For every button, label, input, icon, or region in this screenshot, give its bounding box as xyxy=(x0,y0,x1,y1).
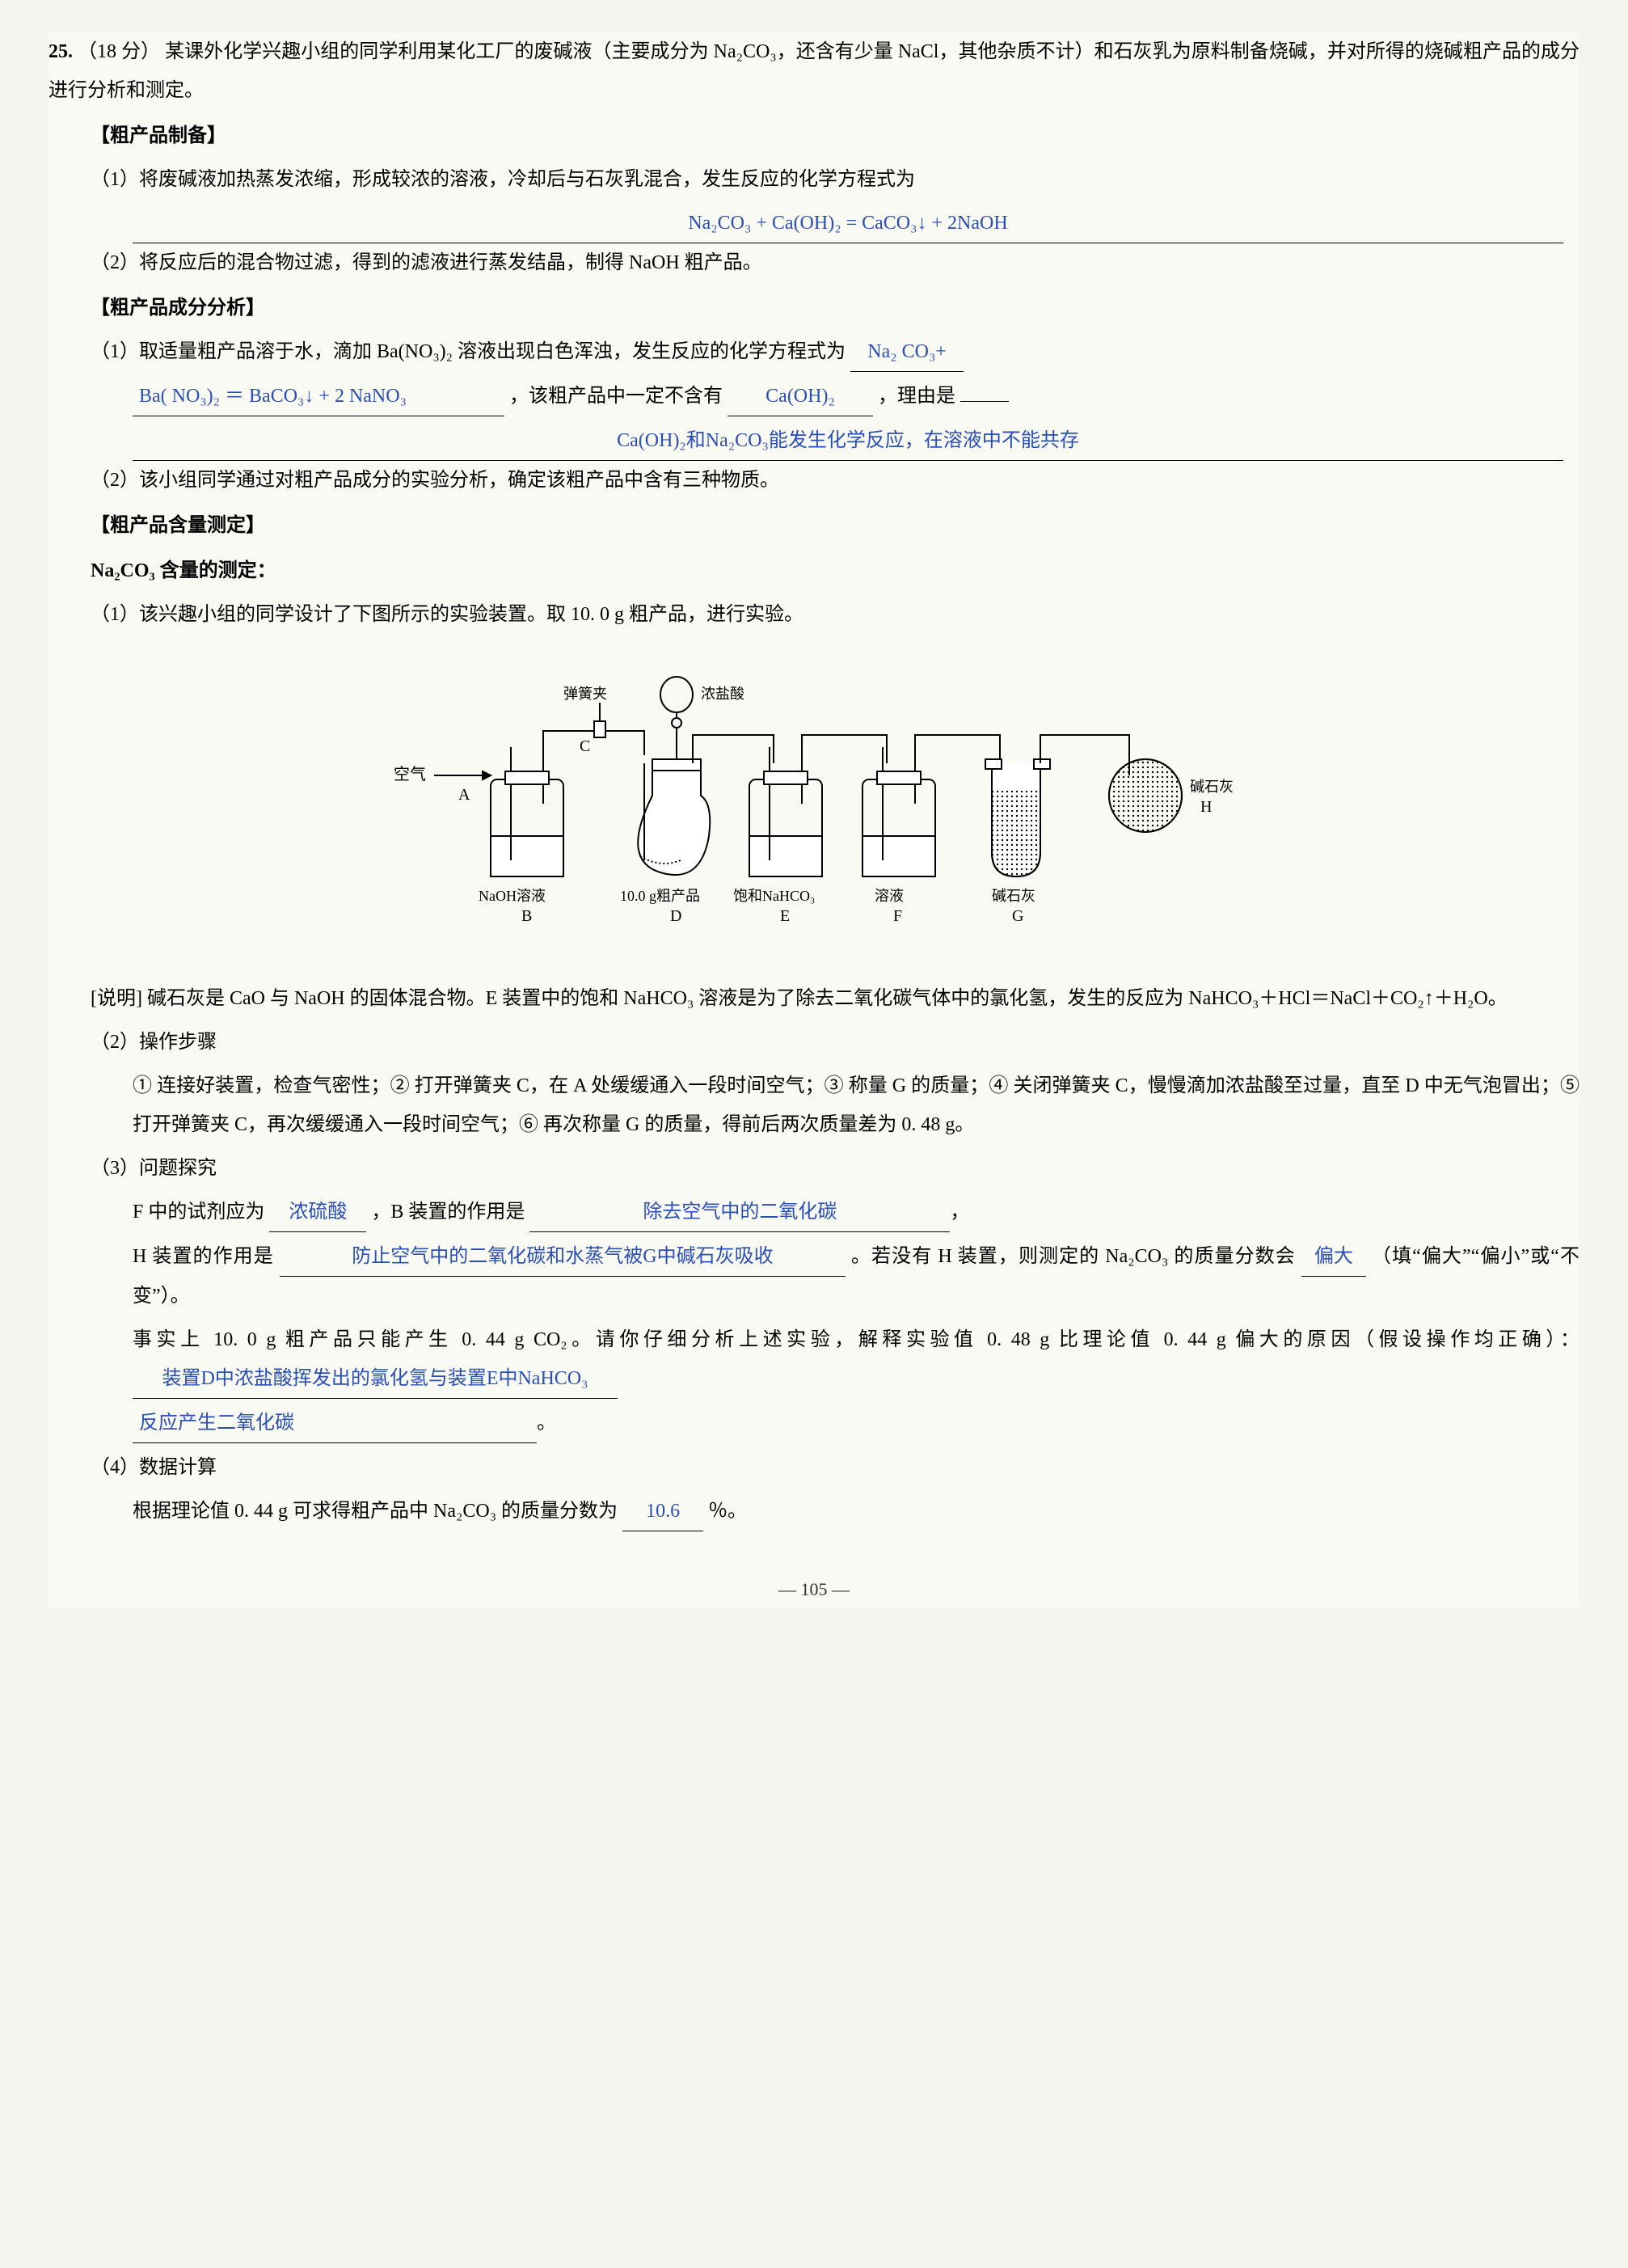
label-B: B xyxy=(521,907,532,925)
ans-reason-blank-2: 反应产生二氧化碳 xyxy=(133,1404,537,1443)
sec1-item1-text: （1）将废碱液加热蒸发浓缩，形成较浓的溶液，冷却后与石灰乳混合，发生反应的化学方… xyxy=(91,169,915,190)
sec3-item4-head: （4）数据计算 xyxy=(49,1448,1579,1487)
sec1-item1: （1）将废碱液加热蒸发浓缩，形成较浓的溶液，冷却后与石灰乳混合，发生反应的化学方… xyxy=(49,160,1579,199)
ans-pct-blank: 10.6 xyxy=(622,1492,703,1531)
sec3-item2-body: ① 连接好装置，检查气密性；② 打开弹簧夹 C，在 A 处缓缓通入一段时间空气；… xyxy=(49,1066,1579,1144)
sec3-note: [说明] 碱石灰是 CaO 与 NaOH 的固体混合物。E 装置中的饱和 NaH… xyxy=(49,979,1579,1018)
sec3-item3b: ，B 装置的作用是 xyxy=(371,1202,525,1223)
label-H-top: 碱石灰 xyxy=(1190,779,1234,795)
label-spring: 弹簧夹 xyxy=(563,686,607,702)
sec2-ans3-blank: Ca(OH)₂和Na₂CO₃能发生化学反应，在溶液中不能共存 xyxy=(133,421,1563,461)
ans-B-blank: 除去空气中的二氧化碳 xyxy=(529,1193,950,1232)
ans-F-blank: 浓硫酸 xyxy=(269,1193,366,1232)
sec3-item3-line3: 事实上 10. 0 g 粗产品只能产生 0. 44 g CO₂。请你仔细分析上述… xyxy=(49,1320,1579,1399)
sec3-item3d: 。若没有 H 装置，则测定的 Na₂CO₃ 的质量分数会 xyxy=(851,1246,1296,1267)
sec3-item3-line2: H 装置的作用是 防止空气中的二氧化碳和水蒸气被G中碱石灰吸收 。若没有 H 装… xyxy=(49,1237,1579,1316)
sec2-item1c: ，理由是 xyxy=(878,386,955,407)
label-B-top: NaOH溶液 xyxy=(479,888,546,904)
section3-subtitle: Na₂CO₃ 含量的测定： xyxy=(49,551,1579,590)
sec3-item4b: ％。 xyxy=(708,1501,747,1522)
sec3-item3-line1: F 中的试剂应为 浓硫酸 ，B 装置的作用是 除去空气中的二氧化碳， xyxy=(49,1193,1579,1232)
question-number: 25. xyxy=(49,41,73,62)
sec2-ans1a-blank: Na₂ CO₃+ xyxy=(850,332,964,372)
sec3-item3-line4: 反应产生二氧化碳。 xyxy=(49,1404,1579,1443)
apparatus-diagram: 空气 A NaOH溶液 B 弹簧夹 xyxy=(49,658,1579,963)
label-D-top: 10.0 g粗产品 xyxy=(620,888,700,904)
ans-reason-blank-1: 装置D中浓盐酸挥发出的氯化氢与装置E中NaHCO₃ xyxy=(133,1359,618,1399)
label-acid: 浓盐酸 xyxy=(701,686,744,702)
section3-title: 【粗产品含量测定】 xyxy=(49,506,1579,545)
ans-H-blank: 防止空气中的二氧化碳和水蒸气被G中碱石灰吸收 xyxy=(280,1237,846,1277)
label-air: 空气 xyxy=(394,765,426,783)
sec3-item4-line: 根据理论值 0. 44 g 可求得粗产品中 Na₂CO₃ 的质量分数为 10.6… xyxy=(49,1492,1579,1531)
sec2-trailing-blank xyxy=(960,401,1009,402)
label-H: H xyxy=(1200,798,1212,816)
sec3-item3c: H 装置的作用是 xyxy=(133,1246,274,1267)
sec2-item1b: ，该粗产品中一定不含有 xyxy=(509,386,723,407)
ans-bias-blank: 偏大 xyxy=(1301,1237,1366,1277)
sec3-item2-head: （2）操作步骤 xyxy=(49,1023,1579,1062)
label-C: C xyxy=(580,737,590,755)
apparatus-svg: 空气 A NaOH溶液 B 弹簧夹 xyxy=(369,658,1259,949)
sec3-item3f: 事实上 10. 0 g 粗产品只能产生 0. 44 g CO₂。请你仔细分析上述… xyxy=(133,1329,1579,1350)
sec1-item2: （2）将反应后的混合物过滤，得到的滤液进行蒸发结晶，制得 NaOH 粗产品。 xyxy=(49,243,1579,282)
label-G-top: 碱石灰 xyxy=(992,888,1035,904)
sec2-item2: （2）该小组同学通过对粗产品成分的实验分析，确定该粗产品中含有三种物质。 xyxy=(49,461,1579,500)
sec3-item4a: 根据理论值 0. 44 g 可求得粗产品中 Na₂CO₃ 的质量分数为 xyxy=(133,1501,618,1522)
page-number: — 105 — xyxy=(49,1572,1579,1607)
sec3-item3a: F 中的试剂应为 xyxy=(133,1202,264,1223)
page: 25. （18 分） 某课外化学兴趣小组的同学利用某化工厂的废碱液（主要成分为 … xyxy=(49,32,1579,1607)
label-E-top: 饱和NaHCO₃ xyxy=(733,888,815,904)
sec1-ans1-blank: Na₂CO₃ + Ca(OH)₂ = CaCO₃↓ + 2NaOH xyxy=(133,204,1563,243)
section1-title: 【粗产品制备】 xyxy=(49,116,1579,155)
label-E: E xyxy=(780,907,790,925)
label-A: A xyxy=(458,786,470,804)
label-G: G xyxy=(1012,907,1023,925)
sec2-item1-line1: （1）取适量粗产品溶于水，滴加 Ba(NO₃)₂ 溶液出现白色浑浊，发生反应的化… xyxy=(49,332,1579,372)
sec2-item1-line2: Ba( NO₃)₂ ＝ BaCO₃↓ + 2 NaNO₃ ，该粗产品中一定不含有… xyxy=(49,377,1579,416)
label-D: D xyxy=(670,907,681,925)
label-F-top: 溶液 xyxy=(875,888,904,904)
sec3-item3-head: （3）问题探究 xyxy=(49,1149,1579,1188)
question-points: （18 分） xyxy=(78,41,160,62)
sec3-item1: （1）该兴趣小组的同学设计了下图所示的实验装置。取 10. 0 g 粗产品，进行… xyxy=(49,595,1579,634)
sec2-ans1b-blank: Ba( NO₃)₂ ＝ BaCO₃↓ + 2 NaNO₃ xyxy=(133,377,504,416)
sec2-ans2-blank: Ca(OH)₂ xyxy=(728,377,873,416)
question-stem: 25. （18 分） 某课外化学兴趣小组的同学利用某化工厂的废碱液（主要成分为 … xyxy=(49,32,1579,110)
label-F: F xyxy=(893,907,902,925)
sec2-item1a: （1）取适量粗产品溶于水，滴加 Ba(NO₃)₂ 溶液出现白色浑浊，发生反应的化… xyxy=(91,341,846,362)
section2-title: 【粗产品成分分析】 xyxy=(49,289,1579,327)
question-text: 某课外化学兴趣小组的同学利用某化工厂的废碱液（主要成分为 Na₂CO₃，还含有少… xyxy=(49,41,1579,101)
